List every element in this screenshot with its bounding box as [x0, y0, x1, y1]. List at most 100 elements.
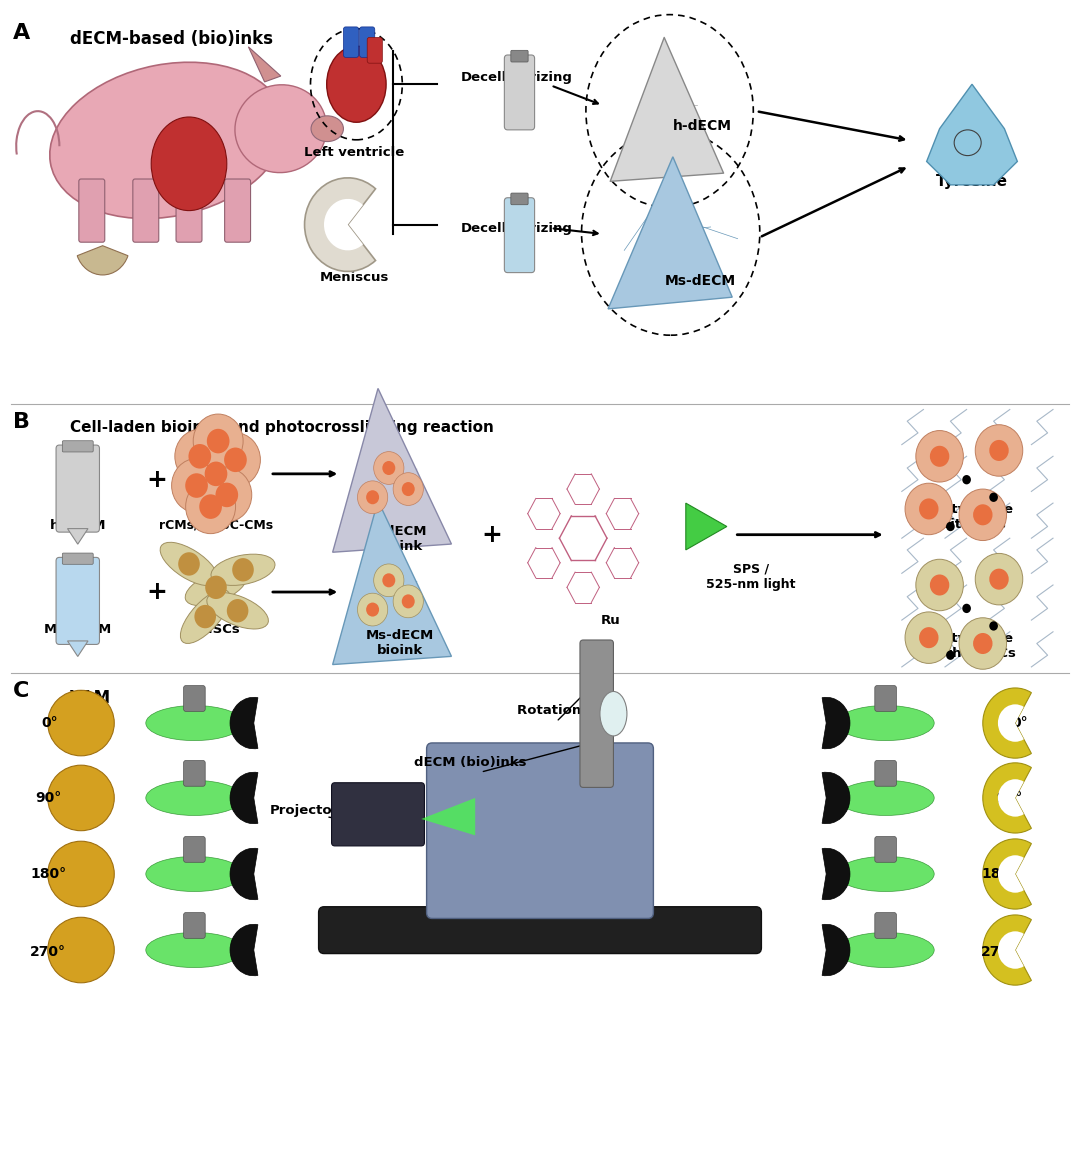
FancyBboxPatch shape	[875, 686, 896, 711]
Circle shape	[211, 433, 260, 487]
Text: Ms-dECM
bioink: Ms-dECM bioink	[365, 629, 434, 658]
Circle shape	[402, 482, 415, 496]
Text: 180°: 180°	[30, 867, 66, 881]
Circle shape	[973, 633, 993, 654]
Ellipse shape	[837, 932, 934, 968]
Text: SPS /
525-nm light: SPS / 525-nm light	[706, 563, 795, 591]
Circle shape	[382, 461, 395, 475]
Ellipse shape	[311, 116, 343, 142]
Circle shape	[975, 425, 1023, 476]
Ellipse shape	[206, 592, 269, 629]
Wedge shape	[324, 199, 363, 250]
Circle shape	[973, 504, 993, 525]
FancyBboxPatch shape	[511, 50, 528, 62]
Wedge shape	[998, 704, 1024, 742]
Text: 270°: 270°	[982, 945, 1017, 959]
FancyBboxPatch shape	[56, 557, 99, 645]
FancyBboxPatch shape	[511, 193, 528, 205]
Ellipse shape	[146, 706, 243, 741]
Text: Rotation stage: Rotation stage	[517, 703, 627, 717]
Wedge shape	[230, 924, 258, 976]
Circle shape	[930, 446, 949, 467]
Ellipse shape	[837, 856, 934, 892]
Polygon shape	[610, 37, 724, 181]
Text: NH₂: NH₂	[985, 156, 998, 160]
Circle shape	[193, 414, 243, 468]
Text: h-dECM: h-dECM	[673, 119, 731, 133]
Text: Projector: Projector	[270, 804, 339, 818]
Circle shape	[191, 447, 241, 501]
FancyBboxPatch shape	[875, 837, 896, 862]
Polygon shape	[333, 501, 451, 665]
Circle shape	[989, 493, 998, 502]
Ellipse shape	[48, 765, 114, 831]
Text: Ms-dECM: Ms-dECM	[664, 274, 735, 288]
Circle shape	[975, 553, 1023, 605]
Circle shape	[357, 593, 388, 626]
Circle shape	[199, 494, 222, 519]
Wedge shape	[998, 931, 1024, 969]
Ellipse shape	[211, 555, 275, 585]
Text: HO: HO	[967, 143, 977, 150]
FancyBboxPatch shape	[343, 27, 359, 57]
Circle shape	[178, 552, 200, 576]
Circle shape	[919, 627, 939, 648]
Circle shape	[916, 559, 963, 611]
Text: 270°: 270°	[30, 945, 66, 959]
Wedge shape	[998, 779, 1024, 817]
Circle shape	[225, 448, 246, 473]
Circle shape	[382, 573, 395, 587]
Wedge shape	[230, 848, 258, 900]
Text: Ru: Ru	[600, 613, 620, 627]
Wedge shape	[230, 697, 258, 749]
Text: h-dECM
bioink: h-dECM bioink	[372, 525, 428, 553]
Wedge shape	[822, 924, 850, 976]
Polygon shape	[686, 503, 727, 550]
Circle shape	[962, 475, 971, 484]
Circle shape	[175, 429, 225, 483]
Ellipse shape	[600, 691, 627, 736]
Circle shape	[374, 564, 404, 597]
FancyBboxPatch shape	[184, 686, 205, 711]
Circle shape	[962, 604, 971, 613]
Text: Left ventricle: Left ventricle	[305, 145, 404, 159]
Circle shape	[186, 480, 235, 534]
Polygon shape	[333, 388, 451, 552]
Ellipse shape	[235, 84, 326, 173]
Circle shape	[905, 612, 953, 663]
Circle shape	[205, 576, 227, 599]
Polygon shape	[248, 47, 281, 82]
Text: hMSCs: hMSCs	[191, 622, 241, 636]
Circle shape	[202, 468, 252, 522]
FancyBboxPatch shape	[133, 179, 159, 242]
Polygon shape	[421, 798, 475, 835]
Circle shape	[366, 603, 379, 617]
FancyBboxPatch shape	[56, 445, 99, 532]
Circle shape	[946, 651, 955, 660]
Text: rCMs/hiPSC-CMs: rCMs/hiPSC-CMs	[159, 518, 273, 532]
FancyBboxPatch shape	[184, 913, 205, 938]
Circle shape	[989, 440, 1009, 461]
FancyBboxPatch shape	[79, 179, 105, 242]
Circle shape	[194, 605, 216, 628]
Text: Decellularizing: Decellularizing	[460, 70, 572, 84]
Text: B: B	[13, 412, 30, 432]
Ellipse shape	[48, 917, 114, 983]
Wedge shape	[230, 772, 258, 824]
Text: +: +	[481, 523, 502, 546]
Wedge shape	[983, 763, 1031, 833]
Circle shape	[402, 594, 415, 608]
Circle shape	[186, 474, 208, 498]
Text: 0°: 0°	[1012, 716, 1028, 730]
Ellipse shape	[327, 46, 387, 123]
FancyBboxPatch shape	[184, 760, 205, 786]
Circle shape	[930, 574, 949, 596]
Wedge shape	[983, 688, 1031, 758]
Polygon shape	[67, 529, 87, 544]
Circle shape	[959, 618, 1007, 669]
Text: Ms-dECM: Ms-dECM	[43, 622, 112, 636]
FancyBboxPatch shape	[875, 913, 896, 938]
Wedge shape	[822, 697, 850, 749]
FancyBboxPatch shape	[427, 743, 653, 918]
Circle shape	[959, 489, 1007, 541]
